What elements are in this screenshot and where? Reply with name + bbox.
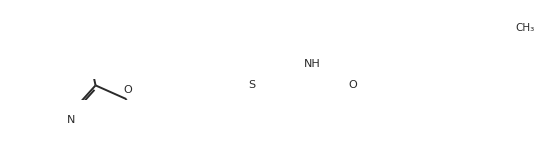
Text: S: S bbox=[248, 80, 255, 90]
Text: CH₃: CH₃ bbox=[515, 23, 534, 33]
Text: NH: NH bbox=[304, 59, 321, 69]
Text: O: O bbox=[124, 85, 132, 95]
Text: O: O bbox=[348, 80, 357, 90]
Text: N: N bbox=[67, 115, 75, 125]
